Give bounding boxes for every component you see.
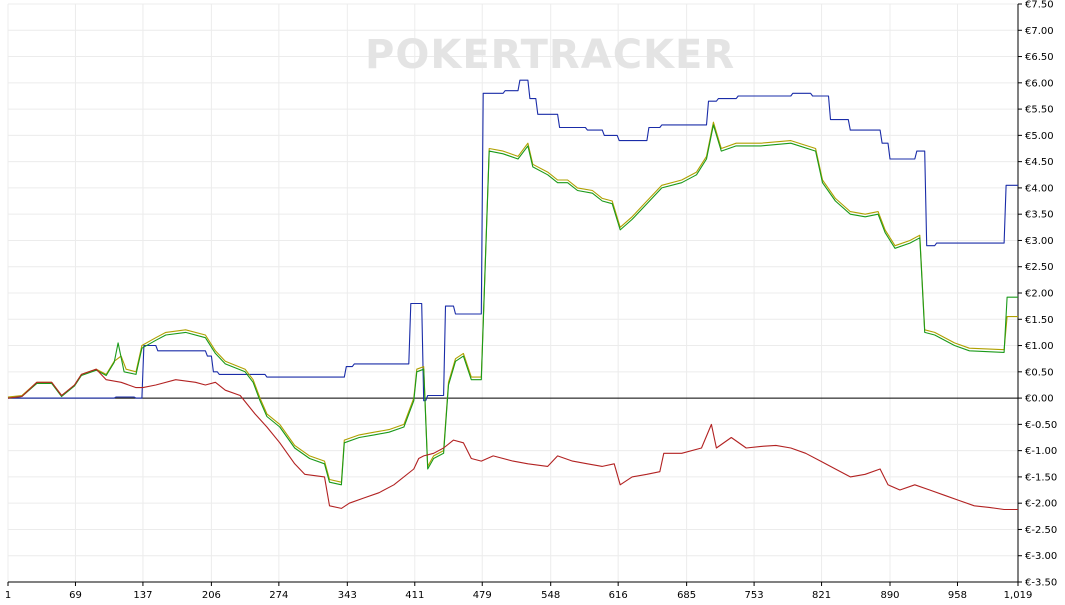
y-tick-label: €-3.00 <box>1025 551 1057 562</box>
y-tick-label: €-2.00 <box>1025 499 1057 510</box>
y-tick-label: €4.00 <box>1025 183 1054 194</box>
y-tick-label: €-1.50 <box>1025 472 1057 483</box>
y-tick-label: €6.00 <box>1025 78 1054 89</box>
series-layer <box>7 79 1018 511</box>
x-tick-label: 69 <box>69 590 82 601</box>
y-tick-label: €2.00 <box>1025 289 1054 300</box>
y-tick-label: €5.00 <box>1025 131 1054 142</box>
series-1-line <box>8 79 1018 402</box>
x-axis-ticks: 1 69 137 206 274 343 411 479 548 616 685 753 821 890 9… <box>5 582 1033 601</box>
y-tick-label: €6.50 <box>1025 52 1054 63</box>
y-tick-label: €1.00 <box>1025 341 1054 352</box>
x-tick-label: 479 <box>473 590 492 601</box>
x-tick-label: 411 <box>405 590 424 601</box>
gridlines <box>7 3 1019 583</box>
x-tick-label: 137 <box>133 590 152 601</box>
y-tick-label: €-0.50 <box>1025 420 1057 431</box>
watermark-logo: POKERTRACKER <box>365 32 735 78</box>
y-tick-label: €2.50 <box>1025 262 1054 273</box>
x-tick-label: 1 <box>5 590 11 601</box>
watermark-text: POKERTRACKER <box>365 32 735 78</box>
y-tick-label: €7.00 <box>1025 26 1054 37</box>
y-axis-ticks: €7.50 €7.00 €6.50 €6.00 €5.50 €5.00 €4.50 €4.00… <box>1018 0 1057 589</box>
y-tick-label: €4.50 <box>1025 157 1054 168</box>
y-tick-label: €-2.50 <box>1025 525 1057 536</box>
y-tick-label: €0.00 <box>1025 394 1054 405</box>
y-tick-label: €3.50 <box>1025 210 1054 221</box>
y-tick-label: €0.50 <box>1025 367 1054 378</box>
x-tick-label: 753 <box>745 590 764 601</box>
y-tick-label: €1.50 <box>1025 315 1054 326</box>
x-tick-label: 616 <box>609 590 628 601</box>
x-tick-label: 1,019 <box>1004 590 1033 601</box>
y-tick-label: €7.50 <box>1025 0 1054 11</box>
x-tick-label: 821 <box>812 590 831 601</box>
x-tick-label: 685 <box>677 590 696 601</box>
x-tick-label: 958 <box>948 590 967 601</box>
x-tick-label: 206 <box>202 590 221 601</box>
y-tick-label: €5.50 <box>1025 105 1054 116</box>
y-tick-label: €3.00 <box>1025 236 1054 247</box>
series-4-line <box>7 368 1018 511</box>
series-2-line <box>7 121 1018 483</box>
series-3-line <box>7 124 1018 486</box>
y-tick-label: €-1.00 <box>1025 446 1057 457</box>
x-tick-label: 548 <box>541 590 560 601</box>
x-tick-label: 890 <box>880 590 899 601</box>
y-tick-label: €-3.50 <box>1025 578 1057 589</box>
x-tick-label: 343 <box>338 590 357 601</box>
x-tick-label: 274 <box>269 590 288 601</box>
